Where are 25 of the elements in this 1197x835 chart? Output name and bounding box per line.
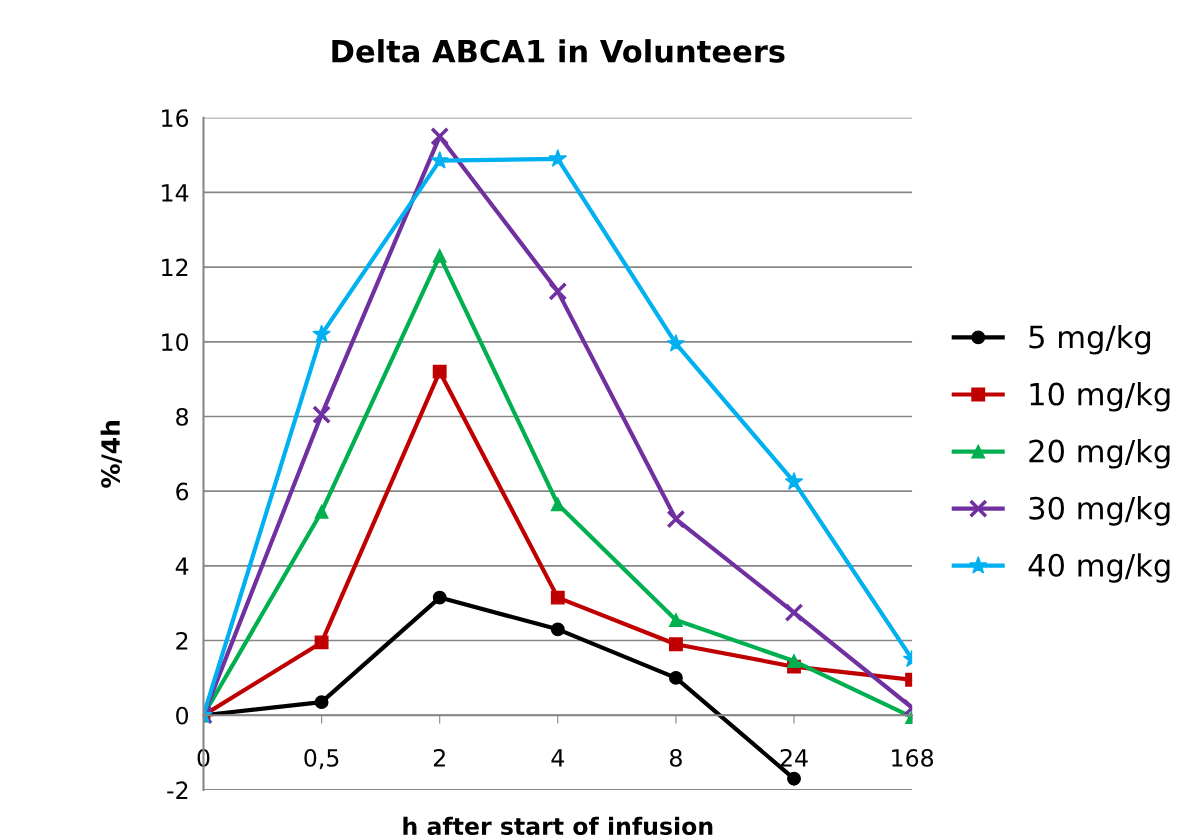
x-tick-label: 0 — [197, 748, 210, 767]
legend-label: 40 mg/kg — [1028, 553, 1170, 583]
legend-label: 30 mg/kg — [1029, 496, 1170, 526]
y-tick-label: 0 — [176, 706, 189, 725]
chart-title: Delta ABCA1 in Volunteers — [332, 39, 785, 63]
x-tick-label: 24 — [780, 748, 808, 767]
y-tick-label: 8 — [176, 407, 188, 426]
legend-label: 5 mg/kg — [1029, 324, 1151, 355]
y-tick-label: 2 — [176, 631, 188, 650]
legend-label: 20 mg/kg — [1029, 439, 1170, 469]
y-tick-label: 12 — [162, 258, 188, 277]
y-tick-label: 16 — [162, 109, 189, 128]
y-tick-label: 14 — [162, 184, 189, 202]
x-tick-label: 0,5 — [304, 748, 339, 770]
y-tick-label: 4 — [175, 557, 189, 575]
y-tick-label: -2 — [167, 781, 188, 799]
y-tick-label: 6 — [176, 482, 189, 501]
x-axis-title: h after start of infusion — [403, 816, 713, 835]
y-axis-title: %/4h — [100, 421, 122, 488]
x-tick-label: 8 — [670, 748, 682, 767]
x-tick-label: 2 — [433, 748, 445, 767]
x-tick-label: 168 — [892, 748, 934, 767]
y-tick-label: 10 — [162, 333, 189, 352]
legend-label: 10 mg/kg — [1030, 381, 1170, 412]
x-tick-label: 4 — [551, 749, 564, 767]
